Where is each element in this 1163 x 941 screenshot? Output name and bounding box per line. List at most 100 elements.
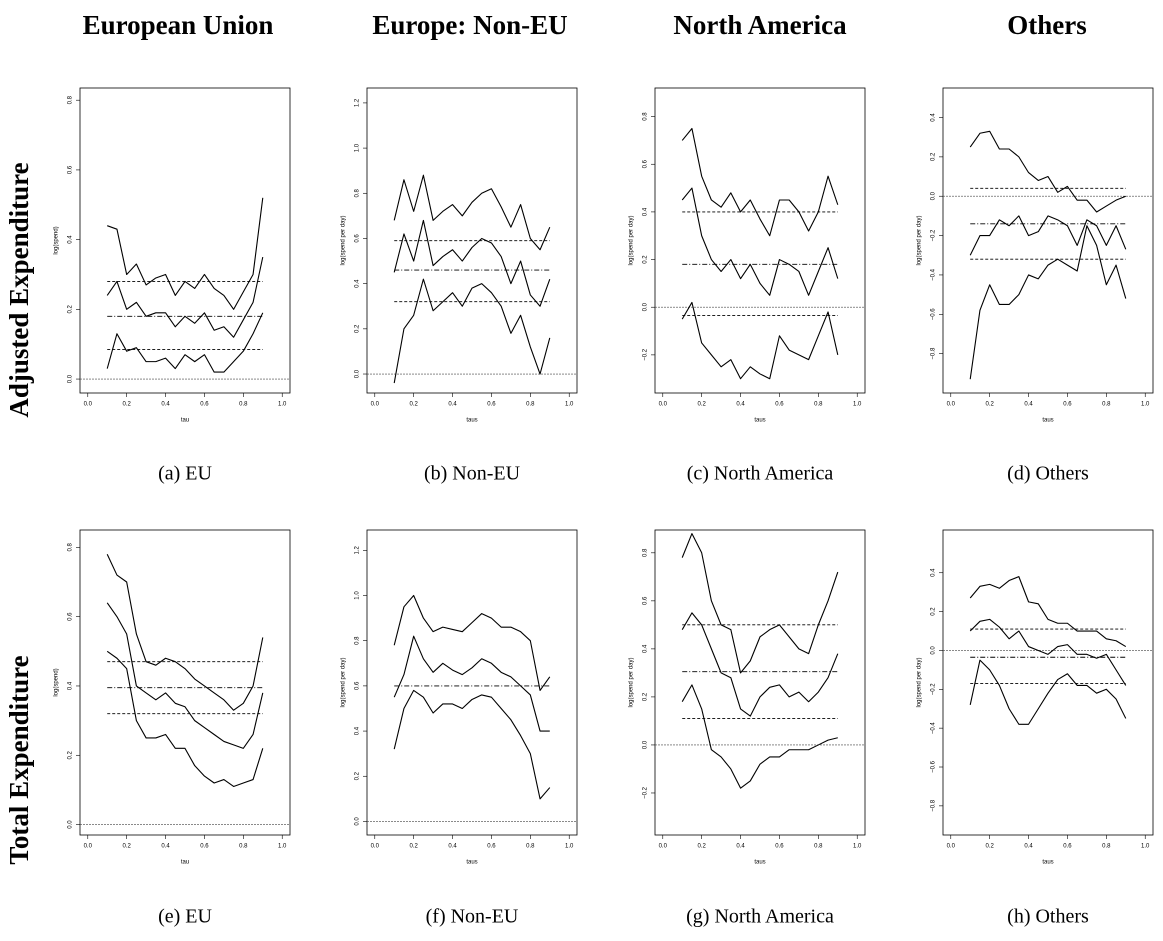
y-tick-label: 0.0 [931,646,937,655]
series-line [106,650,264,788]
x-tick-label: 0.4 [736,844,745,850]
x-tick-label: 0.4 [736,402,745,408]
y-tick-label: 0.0 [643,302,649,311]
x-tick-label: 0.2 [697,402,706,408]
panel: 0.0 0.2 0.4 0.6 0.8 1.0 −0.2 0.0 0.2 0.4 0.6 0.8 tau… [629,529,866,928]
x-tick-label: 0.2 [985,844,994,850]
y-tick-label: 0.2 [355,771,361,780]
x-tick-label: 0.6 [487,844,496,850]
row-title: Total Expenditure [4,655,34,864]
plot-box [942,529,1154,836]
series-line [393,594,551,691]
x-tick-label: 0.2 [122,402,131,408]
x-tick-label: 0.2 [122,844,131,850]
x-tick-label: 1.0 [1141,402,1150,408]
x-axis-label: taus [466,860,477,866]
x-tick-label: 0.6 [775,844,784,850]
x-tick-label: 0.0 [371,844,380,850]
y-tick-label: 0.4 [643,207,649,216]
x-tick-label: 0.4 [1024,844,1033,850]
panel: 0.0 0.2 0.4 0.6 0.8 1.0 −0.8 −0.6 −0.4 −0.2 0.0 0.2… [917,87,1154,485]
y-tick-label: 0.4 [355,279,361,288]
x-tick-label: 0.6 [200,844,209,850]
x-tick-label: 0.6 [487,402,496,408]
panel: 0.0 0.2 0.4 0.6 0.8 1.0 0.0 0.2 0.4 0.6 0.8 tau log(… [54,529,291,928]
series-line [393,635,550,732]
y-tick-label: 0.6 [68,165,74,174]
x-tick-label: 0.4 [448,402,457,408]
y-tick-label: 0.4 [68,235,74,244]
x-tick-label: 0.0 [659,402,668,408]
caption: (c) North America [687,463,834,485]
y-axis-label: log(spend per day) [917,215,923,265]
x-tick-label: 0.0 [659,844,668,850]
x-tick-label: 0.2 [697,844,706,850]
y-tick-label: −0.2 [931,683,937,696]
x-tick-label: 0.8 [526,844,535,850]
y-tick-label: −0.8 [931,347,937,360]
caption: (a) EU [158,463,212,485]
y-tick-label: −0.6 [931,308,937,321]
series-line [681,533,839,674]
y-tick-label: 0.6 [355,681,361,690]
panel: 0.0 0.2 0.4 0.6 0.8 1.0 0.0 0.2 0.4 0.6 0.8 tau log(… [54,87,291,485]
column-title: North America [673,10,847,40]
x-axis-label: taus [1042,418,1053,424]
plot-box [654,529,866,836]
series-line [106,312,264,373]
plot-box [366,87,578,394]
y-axis-label: log(spend) [54,226,60,254]
y-tick-label: 0.0 [355,817,361,826]
x-tick-label: 1.0 [278,844,287,850]
y-axis-label: log(spend per day) [917,657,923,707]
x-tick-label: 1.0 [1141,844,1150,850]
y-tick-label: −0.4 [931,722,937,735]
y-tick-label: 0.2 [931,607,937,616]
y-tick-label: 0.2 [643,692,649,701]
panel: 0.0 0.2 0.4 0.6 0.8 1.0 −0.2 0.0 0.2 0.4 0.6 0.8 tau… [629,87,866,485]
y-tick-label: 0.6 [355,234,361,243]
column-title: Europe: Non-EU [372,10,567,40]
plot-box [366,529,578,836]
y-tick-label: 0.6 [643,159,649,168]
plot-box [79,529,291,836]
y-tick-label: 1.0 [355,143,361,152]
x-tick-label: 0.8 [239,844,248,850]
y-tick-label: 0.6 [68,612,74,621]
caption: (h) Others [1007,906,1089,928]
series-line [393,219,551,307]
y-tick-label: 0.2 [931,152,937,161]
y-tick-label: −0.4 [931,268,937,281]
y-tick-label: 0.8 [68,95,74,104]
x-tick-label: 0.8 [814,402,823,408]
y-tick-label: 0.8 [643,548,649,557]
series-line [969,576,1127,648]
y-tick-label: −0.2 [931,229,937,242]
y-tick-label: 0.8 [68,542,74,551]
y-axis-label: log(spend per day) [629,215,635,265]
y-tick-label: 0.4 [931,568,937,577]
x-tick-label: 0.0 [371,402,380,408]
caption: (g) North America [686,906,834,928]
plot-box [79,87,291,394]
y-tick-label: 0.6 [643,596,649,605]
x-tick-label: 0.8 [239,402,248,408]
x-tick-label: 0.2 [409,844,418,850]
x-tick-label: 0.8 [1102,844,1111,850]
y-tick-label: −0.8 [931,799,937,812]
y-tick-label: 0.4 [931,113,937,122]
x-tick-label: 0.0 [84,402,93,408]
x-tick-label: 0.2 [985,402,994,408]
y-tick-label: 0.0 [68,820,74,829]
caption: (f) Non-EU [426,906,519,928]
x-axis-label: taus [1042,860,1053,866]
series-line [106,602,264,749]
x-tick-label: 0.4 [448,844,457,850]
x-tick-label: 1.0 [565,844,574,850]
x-tick-label: 0.6 [1063,844,1072,850]
plot-box [654,87,866,394]
x-axis-label: taus [754,418,765,424]
x-tick-label: 0.8 [814,844,823,850]
row-title: Adjusted Expenditure [4,162,34,417]
